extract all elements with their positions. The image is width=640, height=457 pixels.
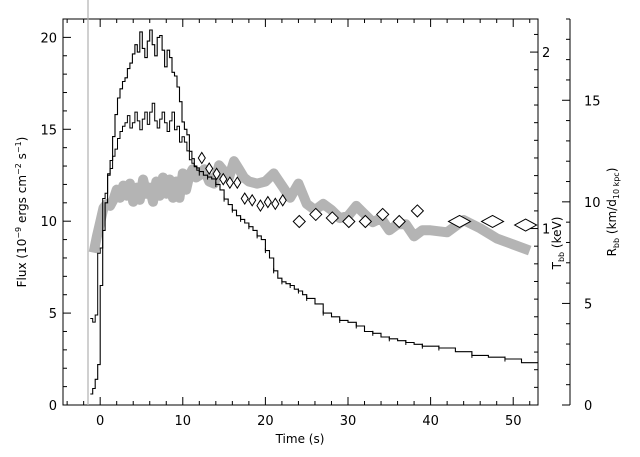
y-left-label-pre: Flux (10: [15, 239, 29, 288]
temperature-diamond: [233, 176, 242, 190]
y-left-label-sup1: −9: [14, 227, 23, 239]
y-left-label-sup3: −1: [14, 141, 23, 153]
temperature-label-tail: (keV): [550, 217, 564, 252]
temperature-diamond: [342, 214, 356, 229]
temperature-diamond: [309, 207, 323, 222]
x-tick-label: 50: [505, 414, 522, 429]
temperature-diamond: [375, 207, 390, 222]
temperature-diamond: [392, 214, 406, 229]
y-left-label-mid2: s: [15, 153, 29, 163]
radius-label-sub: bb: [612, 238, 621, 248]
x-tick-label: 40: [422, 414, 439, 429]
temperature-series: [90, 102, 200, 323]
plot-frame: [62, 18, 539, 406]
temperature-diamond: [212, 167, 221, 181]
radius-band-line: [88, 156, 532, 256]
temperature-step-line: [90, 102, 200, 323]
x-tick-label: 30: [340, 414, 357, 429]
temperature-tick-label: 2: [542, 46, 550, 61]
temperature-diamond: [447, 214, 472, 229]
radius-label-tail: ): [605, 168, 619, 173]
radius-label-sub2: 10 kpc: [612, 172, 621, 199]
temperature-diamond: [197, 151, 206, 165]
temperature-diamond: [278, 193, 287, 207]
radius-tick-label: 0: [584, 399, 592, 414]
y-left-tick-label: 0: [49, 399, 57, 414]
radius-axis-label: Rbb (km/d10 kpc): [605, 168, 621, 257]
temperature-diamond: [271, 197, 280, 211]
y-left-tick-label: 15: [40, 123, 57, 138]
temperature-diamond: [256, 199, 265, 213]
y-left-tick-label: 10: [40, 215, 57, 230]
temperature-diamond: [219, 172, 228, 186]
x-tick-label: 20: [257, 414, 274, 429]
temperature-diamond: [480, 214, 505, 229]
temperature-diamond-series: [197, 151, 538, 232]
radius-label-mid: (km/d: [605, 199, 619, 238]
y-left-tick-label: 5: [49, 307, 57, 322]
x-tick-label: 10: [175, 414, 192, 429]
temperature-axis-ticks: 12: [530, 33, 550, 388]
y-left-label-sup2: −2: [14, 163, 23, 175]
radius-tick-label: 5: [584, 297, 592, 312]
temperature-diamond: [240, 192, 249, 205]
temperature-tick-label: 1: [542, 223, 550, 238]
temperature-diamond: [248, 193, 257, 207]
x-tick-label: 0: [96, 414, 104, 429]
temperature-diamond: [410, 204, 425, 218]
y-left-label-mid: ergs cm: [15, 175, 29, 227]
flux-series: [90, 29, 539, 395]
radius-axis-ticks: 0 5 10 15: [562, 18, 601, 414]
temperature-diamond: [358, 214, 373, 229]
temperature-diamond: [325, 211, 340, 225]
radius-label-main: R: [605, 248, 619, 256]
radius-tick-label: 15: [584, 94, 601, 109]
radius-band-series: [88, 156, 532, 256]
y-left-axis-ticks: 0 5 10 15 20: [40, 18, 71, 414]
x-axis-ticks: 0 10 20 30 40 50: [66, 19, 531, 429]
y-left-axis-label: Flux (10−9 ergs cm−2 s−1): [14, 137, 29, 288]
x-axis-label: Time (s): [275, 432, 325, 446]
radius-tick-label: 10: [584, 196, 601, 211]
y-left-tick-label: 20: [40, 31, 57, 46]
temperature-diamond: [205, 162, 214, 175]
temperature-label-main: T: [550, 261, 564, 270]
y-left-label-post: ): [15, 137, 29, 142]
temperature-diamond: [263, 195, 272, 209]
temperature-axis-label: Tbb (keV): [550, 217, 566, 271]
temperature-diamond: [513, 218, 538, 232]
temperature-label-sub: bb: [557, 252, 566, 262]
temperature-diamond: [292, 214, 306, 229]
